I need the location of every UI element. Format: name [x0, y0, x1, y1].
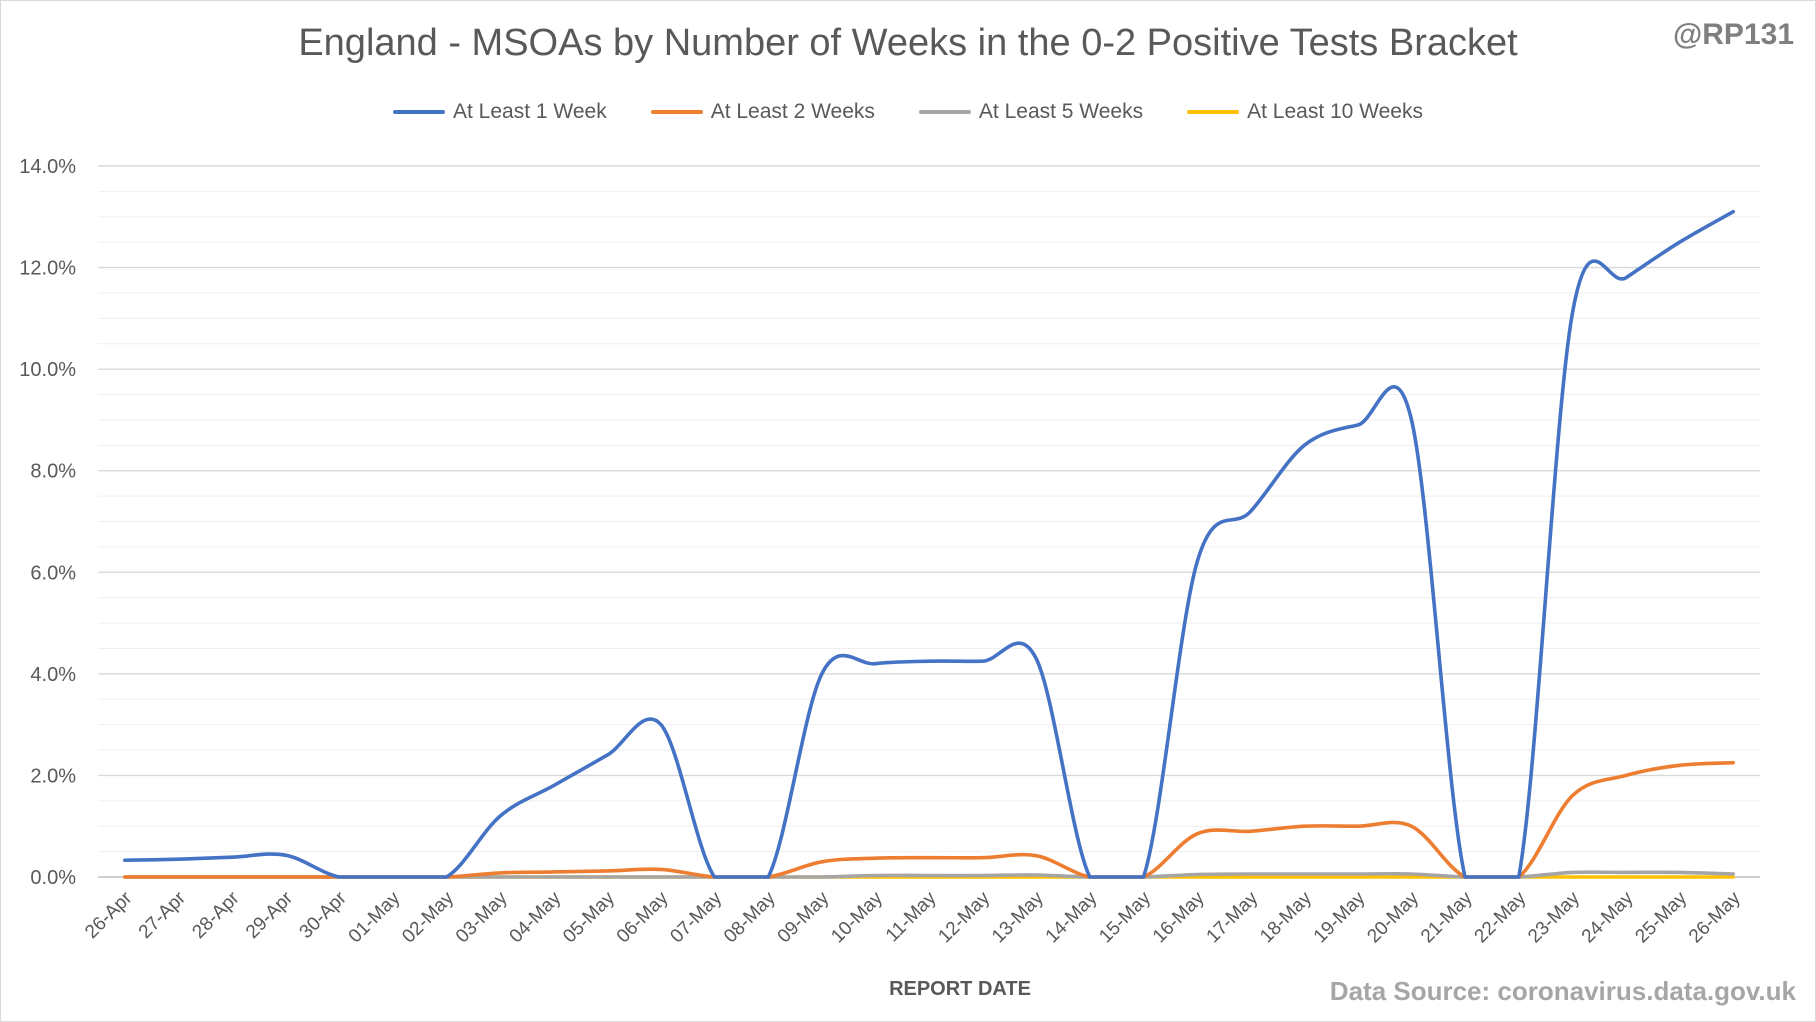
- x-tick-label: 16-May: [1149, 887, 1209, 947]
- y-tick-label: 12.0%: [19, 258, 76, 280]
- x-tick-label: 18-May: [1256, 887, 1316, 947]
- legend-swatch-3: [918, 110, 971, 114]
- legend-label-4: At Least 10 Weeks: [1247, 100, 1423, 123]
- x-tick-label: 28-Apr: [188, 887, 244, 943]
- x-tick-label: 20-May: [1363, 887, 1423, 947]
- legend-swatch-1: [393, 110, 445, 114]
- x-tick-label: 08-May: [720, 887, 780, 947]
- x-tick-label: 26-May: [1685, 887, 1745, 947]
- x-tick-label: 24-May: [1578, 887, 1638, 947]
- y-tick-label: 14.0%: [19, 156, 76, 178]
- x-tick-label: 01-May: [345, 887, 405, 947]
- x-tick-label: 21-May: [1417, 887, 1477, 947]
- x-tick-label: 30-Apr: [296, 887, 352, 943]
- x-tick-label: 10-May: [827, 887, 887, 947]
- y-tick-label: 8.0%: [30, 461, 76, 483]
- x-tick-label: 23-May: [1524, 887, 1584, 947]
- x-tick-label: 27-Apr: [135, 887, 191, 943]
- x-tick-label: 15-May: [1095, 887, 1155, 947]
- x-tick-label: 12-May: [934, 887, 994, 947]
- legend-swatch-4: [1187, 110, 1240, 114]
- x-tick-label: 13-May: [988, 887, 1048, 947]
- x-tick-label: 11-May: [882, 887, 941, 946]
- y-tick-label: 4.0%: [30, 664, 76, 686]
- chart-title: England - MSOAs by Number of Weeks in th…: [298, 22, 1518, 64]
- x-tick-label: 07-May: [666, 887, 726, 947]
- author-handle: @RP131: [1673, 18, 1794, 51]
- series-line-2: [123, 760, 1735, 879]
- x-tick-label: 14-May: [1042, 887, 1102, 947]
- series-line-1: [123, 209, 1735, 879]
- x-tick-label: 03-May: [452, 887, 512, 947]
- x-tick-label: 26-Apr: [81, 887, 137, 943]
- x-tick-label: 29-Apr: [242, 887, 298, 943]
- legend-label-1: At Least 1 Week: [453, 100, 607, 123]
- legend: At Least 1 Week At Least 2 Weeks At Leas…: [0, 100, 1816, 124]
- x-tick-label: 17-May: [1203, 887, 1263, 947]
- y-tick-label: 2.0%: [30, 765, 76, 787]
- x-tick-label: 09-May: [774, 887, 834, 947]
- legend-item-1: At Least 1 Week: [393, 100, 607, 124]
- y-tick-label: 10.0%: [19, 359, 76, 381]
- data-source-note: Data Source: coronavirus.data.gov.uk: [1329, 976, 1796, 1006]
- x-tick-label: 25-May: [1631, 887, 1691, 947]
- legend-swatch-2: [650, 110, 703, 114]
- x-tick-label: 22-May: [1471, 887, 1531, 947]
- x-tick-label: 04-May: [506, 887, 566, 947]
- legend-label-3: At Least 5 Weeks: [978, 100, 1144, 123]
- legend-item-4: At Least 10 Weeks: [1187, 100, 1423, 124]
- x-tick-label: 02-May: [398, 887, 458, 947]
- y-tick-label: 6.0%: [30, 562, 76, 584]
- x-axis-title: REPORT DATE: [889, 978, 1031, 1000]
- x-tick-label: 05-May: [559, 887, 619, 947]
- legend-item-2: At Least 2 Weeks: [650, 100, 875, 124]
- x-tick-label: 19-May: [1310, 887, 1370, 947]
- legend-label-2: At Least 2 Weeks: [710, 100, 875, 123]
- legend-item-3: At Least 5 Weeks: [918, 100, 1144, 124]
- y-tick-label: 0.0%: [30, 867, 76, 889]
- x-tick-label: 06-May: [613, 887, 673, 947]
